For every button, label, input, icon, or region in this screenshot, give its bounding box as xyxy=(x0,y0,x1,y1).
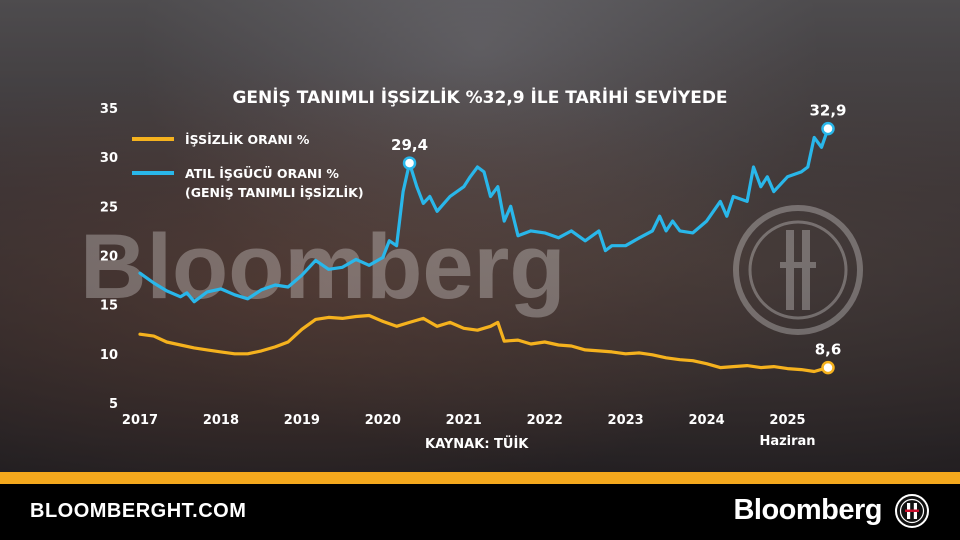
legend-label-issizlik: İŞSİZLİK ORANI % xyxy=(185,132,310,147)
x-axis: 2017 2018 2019 2020 2021 2022 2023 2024 2025 Hazi… xyxy=(122,413,816,449)
y-tick-label: 5 xyxy=(109,397,118,412)
annotation-marker xyxy=(821,121,835,136)
chart: Bloomberg GENİŞ TANIMLI İŞSİZLİK %32,9 İ… xyxy=(80,86,863,452)
annotation-label: 29,4 xyxy=(391,136,428,154)
x-tick-label: 2024 xyxy=(688,413,724,428)
y-tick-label: 30 xyxy=(100,151,118,166)
annotation-marker xyxy=(402,156,417,170)
watermark-logo xyxy=(733,205,863,335)
footer-bar: BLOOMBERGHT.COM Bloomberg xyxy=(0,484,960,540)
annotation-marker xyxy=(821,360,835,375)
y-tick-label: 10 xyxy=(100,348,118,363)
annotation-label: 32,9 xyxy=(809,102,846,120)
x-tick-label: 2018 xyxy=(203,413,239,428)
x-tick-label: 2021 xyxy=(446,413,482,428)
background-overlay xyxy=(0,0,960,472)
annotation-layer: 29,4 32,9 8,6 xyxy=(391,102,847,375)
source-note: KAYNAK: TÜİK xyxy=(425,436,529,452)
atil-isgucu-line xyxy=(138,127,830,304)
background-photo xyxy=(0,0,960,472)
x-tick-sublabel: Haziran xyxy=(759,434,815,449)
y-tick-label: 15 xyxy=(100,299,118,314)
x-tick-label: 2020 xyxy=(365,413,401,428)
series-layer xyxy=(138,127,830,374)
y-axis: 5 10 15 20 25 30 35 xyxy=(100,102,118,412)
legend-label-atil-isgucu: ATIL İŞGÜCÜ ORANI % (GENİŞ TANIMLI İŞSİZ… xyxy=(185,166,364,200)
x-tick-label: 2017 xyxy=(122,413,158,428)
footer-site-link[interactable]: BLOOMBERGHT.COM xyxy=(30,500,247,522)
y-tick-label: 35 xyxy=(100,102,118,117)
ht-logo-icon xyxy=(895,494,929,528)
issizlik-orani-line xyxy=(138,313,830,374)
y-tick-label: 20 xyxy=(100,250,118,265)
x-tick-label: 2019 xyxy=(284,413,320,428)
chart-title: GENİŞ TANIMLI İŞSİZLİK %32,9 İLE TARİHİ … xyxy=(232,86,727,108)
y-tick-label: 25 xyxy=(100,200,118,215)
footer-brand-logo-text: Bloomberg xyxy=(733,494,882,526)
x-tick-label: 2025 xyxy=(769,413,805,428)
x-tick-label: 2023 xyxy=(608,413,644,428)
footer-accent-stripe xyxy=(0,472,960,484)
x-tick-label: 2022 xyxy=(527,413,563,428)
annotation-label: 8,6 xyxy=(815,341,842,359)
legend: İŞSİZLİK ORANI % ATIL İŞGÜCÜ ORANI % (GE… xyxy=(132,132,364,200)
